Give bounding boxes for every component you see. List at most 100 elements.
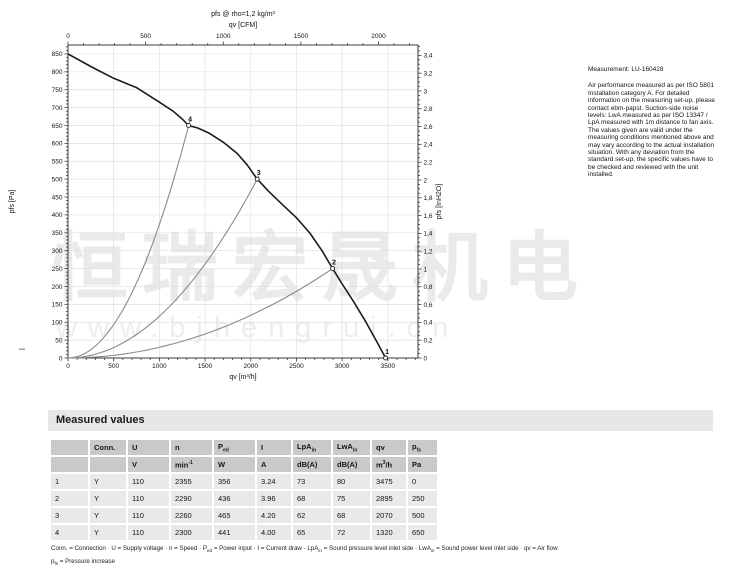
svg-text:500: 500 [52,176,63,183]
table-cell: I [257,440,291,455]
table-cell: 2355 [171,474,212,489]
svg-text:1,2: 1,2 [424,248,433,255]
svg-text:550: 550 [52,159,63,166]
svg-text:200: 200 [52,284,63,291]
svg-text:1000: 1000 [152,363,167,370]
table-cell: 2260 [171,508,212,523]
svg-text:750: 750 [52,87,63,94]
table-cell: 356 [214,474,255,489]
table-cell: n [171,440,212,455]
chart-frame [67,44,419,359]
table-cell: 1320 [372,525,406,540]
svg-text:3: 3 [424,88,428,95]
svg-text:qv [m³/h]: qv [m³/h] [229,374,256,381]
svg-text:2,6: 2,6 [424,124,433,131]
table-cell: Y [90,491,126,506]
table-cell: 73 [293,474,331,489]
table-cell: 2300 [171,525,212,540]
system-curve [67,266,336,359]
svg-text:500: 500 [140,33,151,40]
operating-point-marker [254,176,260,182]
table-cell: qv [372,440,406,455]
table-cell [51,457,88,472]
watermark-chinese-text: 恒瑞宏晟机电 [52,223,592,312]
svg-text:pfs @ rho=1,2 kg/m³: pfs @ rho=1,2 kg/m³ [211,11,275,18]
svg-text:0,4: 0,4 [424,320,433,327]
table-cell [51,440,88,455]
axis-ticks [64,41,422,362]
table-cell: 3.24 [257,474,291,489]
svg-text:0,8: 0,8 [424,284,433,291]
operating-point-label: 3 [257,170,261,177]
table-row: 2 Y 110 2290 436 3.96 68 75 2895 250 [51,491,437,506]
table-cell: 2895 [372,491,406,506]
svg-text:1500: 1500 [294,33,309,40]
table-cell: 500 [408,508,437,523]
table-cell: LwAin [333,440,370,455]
operating-point-label: 2 [332,260,336,267]
footnote-line: pfs = Pressure increase [51,558,115,567]
svg-text:1,4: 1,4 [424,231,433,238]
svg-text:3,2: 3,2 [424,70,433,77]
svg-text:600: 600 [52,141,63,148]
svg-text:0,2: 0,2 [424,337,433,344]
table-footnote: Conn. = Connection · U = Supply voltage … [51,543,711,569]
table-cell: 0 [408,474,437,489]
svg-text:2500: 2500 [289,363,304,370]
svg-text:350: 350 [52,230,63,237]
table-cell: 80 [333,474,370,489]
svg-text:150: 150 [52,302,63,309]
svg-text:1,8: 1,8 [424,195,433,202]
note-line: contact ebm-papst. Suction-side noise [588,104,699,112]
table-cell: 4 [51,525,88,540]
table-cell: 250 [408,491,437,506]
note-line: The values given are valid under the [588,126,693,134]
table-cell: 2290 [171,491,212,506]
svg-text:2000: 2000 [371,33,386,40]
svg-text:2,4: 2,4 [424,142,433,149]
footnote-line: Conn. = Connection · U = Supply voltage … [51,545,558,554]
table-cell: 465 [214,508,255,523]
note-line: LpA measured with 1m distance to fan axi… [588,119,714,127]
svg-text:2,2: 2,2 [424,159,433,166]
chart-grid [68,45,418,358]
system-resistance-curves [67,120,336,359]
svg-text:2000: 2000 [244,363,259,370]
measurement-note: Measurement: LU-160428 Air performance m… [588,66,748,179]
table-cell: Y [90,474,126,489]
table-cell: 4.00 [257,525,291,540]
table-cell: 62 [293,508,331,523]
table-cell: Y [90,525,126,540]
measurement-id: Measurement: LU-160428 [588,66,664,73]
svg-text:100: 100 [52,320,63,327]
table-cell: 75 [333,491,370,506]
table-cell: dB(A) [333,457,370,472]
svg-text:qv [CFM]: qv [CFM] [229,22,257,29]
operating-point-label: 1 [385,349,389,356]
note-line: situation. With any deviation from the [588,149,695,157]
operating-point-label: 4 [188,116,192,123]
table-row: 3 Y 110 2260 465 4.20 62 68 2070 500 [51,508,437,523]
note-line: may vary according to the actual install… [588,141,715,149]
table-cell: A [257,457,291,472]
measured-values-title: Measured values [56,414,145,426]
margin-dash: – [19,343,26,355]
note-line: Installation category A. For detailed [588,89,690,97]
svg-text:2,8: 2,8 [424,106,433,113]
svg-text:pfs [InH2O]: pfs [InH2O] [436,184,443,219]
table-row: 1 Y 110 2355 356 3.24 73 80 3475 0 [51,474,437,489]
table-cell [90,457,126,472]
table-cell: pfs [408,440,437,455]
note-line: be checked and reviewed with the unit [588,163,699,171]
table-cell: m3/h [372,457,406,472]
svg-text:0,6: 0,6 [424,302,433,309]
note-line: Air performance measured as per ISO 5801 [588,82,715,90]
svg-text:pfs [Pa]: pfs [Pa] [9,190,16,214]
table-cell: 110 [128,474,169,489]
table-cell: 4.20 [257,508,291,523]
table-cell: U [128,440,169,455]
